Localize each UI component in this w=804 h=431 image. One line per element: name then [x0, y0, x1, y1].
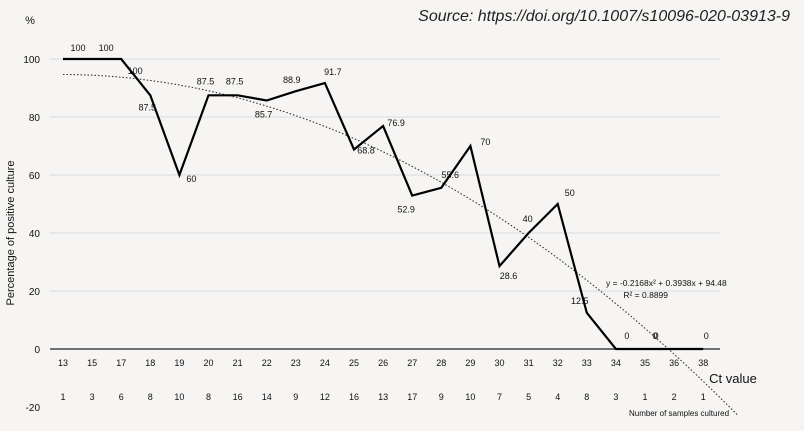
- x-tick-label: 28: [436, 358, 446, 368]
- data-label: 68.8: [357, 145, 375, 155]
- y-tick-label: 0: [34, 345, 40, 356]
- x-tick-label: 19: [174, 358, 184, 368]
- series-line: [63, 57, 704, 351]
- data-label: 76.9: [387, 118, 405, 128]
- samples-count-label: 2: [672, 392, 677, 402]
- x-tick-label: 15: [87, 358, 97, 368]
- trendline: [63, 73, 739, 416]
- x-tick-label: 29: [465, 358, 475, 368]
- x-tick-label: 26: [378, 358, 388, 368]
- data-label: 55.6: [442, 170, 460, 180]
- x-tick-label: 27: [407, 358, 417, 368]
- data-label: 0: [654, 331, 659, 341]
- data-label: 0: [704, 331, 709, 341]
- data-label: 60: [186, 174, 196, 184]
- y-tick-label: 20: [29, 287, 41, 298]
- x-tick-label: 20: [203, 358, 213, 368]
- x-tick-label: 22: [262, 358, 272, 368]
- data-label: 88.9: [283, 75, 301, 85]
- samples-count-label: 1: [701, 392, 706, 402]
- data-label: 87.5: [226, 76, 244, 86]
- samples-count-label: 8: [584, 392, 589, 402]
- data-label: 100: [70, 43, 85, 53]
- x-tick-label: 31: [524, 358, 534, 368]
- trendline-equation: y = -0.2168x² + 0.3938x + 94.48: [606, 278, 727, 288]
- samples-count-label: 10: [465, 392, 475, 402]
- x-tick-label: 38: [698, 358, 708, 368]
- x-tick-label: 13: [58, 358, 68, 368]
- samples-count-label: 16: [233, 392, 243, 402]
- samples-count-label: 3: [613, 392, 618, 402]
- data-label: 100: [128, 66, 143, 76]
- samples-count-label: 14: [262, 392, 272, 402]
- data-label: 12.5: [571, 296, 589, 306]
- x-tick-label: 21: [233, 358, 243, 368]
- y-axis-title: Percentage of positive culture: [5, 161, 17, 306]
- samples-count-label: 13: [378, 392, 388, 402]
- x-tick-label: 23: [291, 358, 301, 368]
- trendline-r2: R² = 0.8899: [623, 290, 668, 300]
- samples-count-label: 6: [119, 392, 124, 402]
- samples-row-title: Number of samples cultured: [629, 409, 729, 418]
- samples-count-label: 3: [90, 392, 95, 402]
- data-label: 70: [480, 137, 490, 147]
- data-label: 87.5: [197, 76, 215, 86]
- y-tick-label: 60: [29, 171, 41, 182]
- x-tick-label: 18: [145, 358, 155, 368]
- samples-count-label: 8: [148, 392, 153, 402]
- samples-count-label: 17: [407, 392, 417, 402]
- samples-count-label: 8: [206, 392, 211, 402]
- data-label: 50: [565, 188, 575, 198]
- y-unit-label: %: [25, 15, 35, 27]
- samples-count-label: 7: [497, 392, 502, 402]
- samples-count-label: 16: [349, 392, 359, 402]
- data-label: 0: [652, 331, 657, 341]
- y-tick-label: 80: [29, 113, 41, 124]
- data-label: 87.5: [139, 102, 157, 112]
- samples-count-label: 1: [60, 392, 65, 402]
- samples-count-label: 10: [174, 392, 184, 402]
- x-tick-label: 34: [611, 358, 621, 368]
- samples-count-label: 5: [526, 392, 531, 402]
- data-label: 52.9: [397, 205, 415, 215]
- x-tick-label: 36: [669, 358, 679, 368]
- y-tick-label: 40: [29, 229, 41, 240]
- samples-count-label: 1: [642, 392, 647, 402]
- data-label: 28.6: [500, 271, 518, 281]
- data-label: 0: [624, 331, 629, 341]
- data-label: 100: [99, 43, 114, 53]
- x-tick-label: 25: [349, 358, 359, 368]
- y-tick-label: -20: [26, 403, 41, 414]
- samples-count-label: 9: [293, 392, 298, 402]
- x-tick-label: 35: [640, 358, 650, 368]
- x-tick-label: 33: [582, 358, 592, 368]
- samples-count-label: 9: [439, 392, 444, 402]
- source-note: Source: https://doi.org/10.1007/s10096-0…: [418, 8, 790, 25]
- y-tick-label: 100: [23, 55, 40, 66]
- x-tick-label: 32: [553, 358, 563, 368]
- x-axis-title: Ct value: [709, 371, 757, 386]
- x-tick-label: 24: [320, 358, 330, 368]
- samples-count-label: 4: [555, 392, 560, 402]
- x-tick-label: 30: [494, 358, 504, 368]
- data-label: 85.7: [255, 109, 273, 119]
- x-tick-label: 17: [116, 358, 126, 368]
- data-label: 91.7: [324, 67, 342, 77]
- samples-count-label: 12: [320, 392, 330, 402]
- data-label: 40: [523, 214, 533, 224]
